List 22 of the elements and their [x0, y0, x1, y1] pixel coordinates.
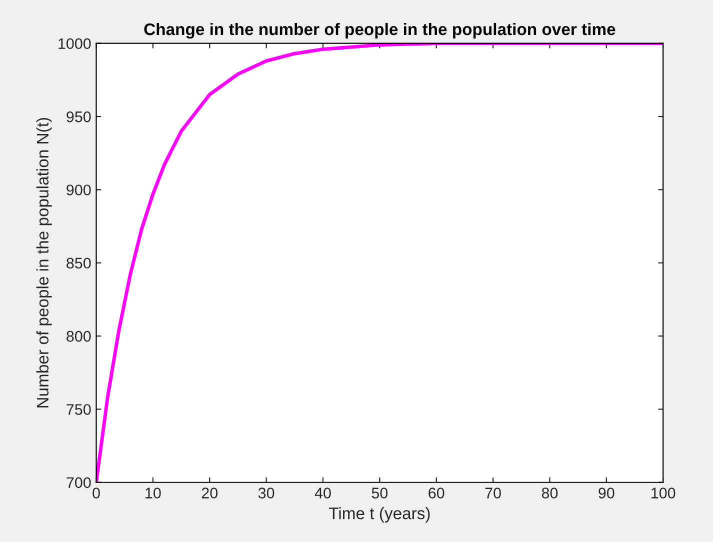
- y-tick-label: 950: [66, 111, 91, 122]
- x-tick-label: 70: [485, 488, 501, 498]
- x-tick-label: 80: [542, 488, 558, 498]
- x-tick-label: 60: [428, 488, 444, 498]
- y-tick-label: 700: [66, 477, 91, 488]
- line-series: [96, 43, 664, 482]
- chart-title: Change in the number of people in the population over time: [144, 22, 616, 39]
- x-tick-label: 100: [652, 488, 676, 498]
- x-tick-label: 50: [372, 488, 388, 498]
- x-tick-label: 10: [146, 488, 161, 498]
- x-axis-title: Time t (years): [328, 507, 430, 523]
- x-tick-label: 90: [598, 488, 614, 498]
- y-tick-label: 900: [66, 184, 91, 196]
- y-tick-label: 800: [66, 330, 91, 342]
- x-tick-label: 40: [314, 488, 331, 498]
- y-axis-title: Number of people in the population N(t): [36, 118, 52, 408]
- y-tick-label: 850: [66, 258, 91, 269]
- x-tick-label: 30: [258, 488, 274, 498]
- y-tick-label: 1000: [58, 38, 91, 50]
- y-tick-label: 750: [66, 404, 91, 415]
- x-tick-label: 0: [92, 488, 100, 498]
- x-tick-label: 20: [202, 488, 218, 498]
